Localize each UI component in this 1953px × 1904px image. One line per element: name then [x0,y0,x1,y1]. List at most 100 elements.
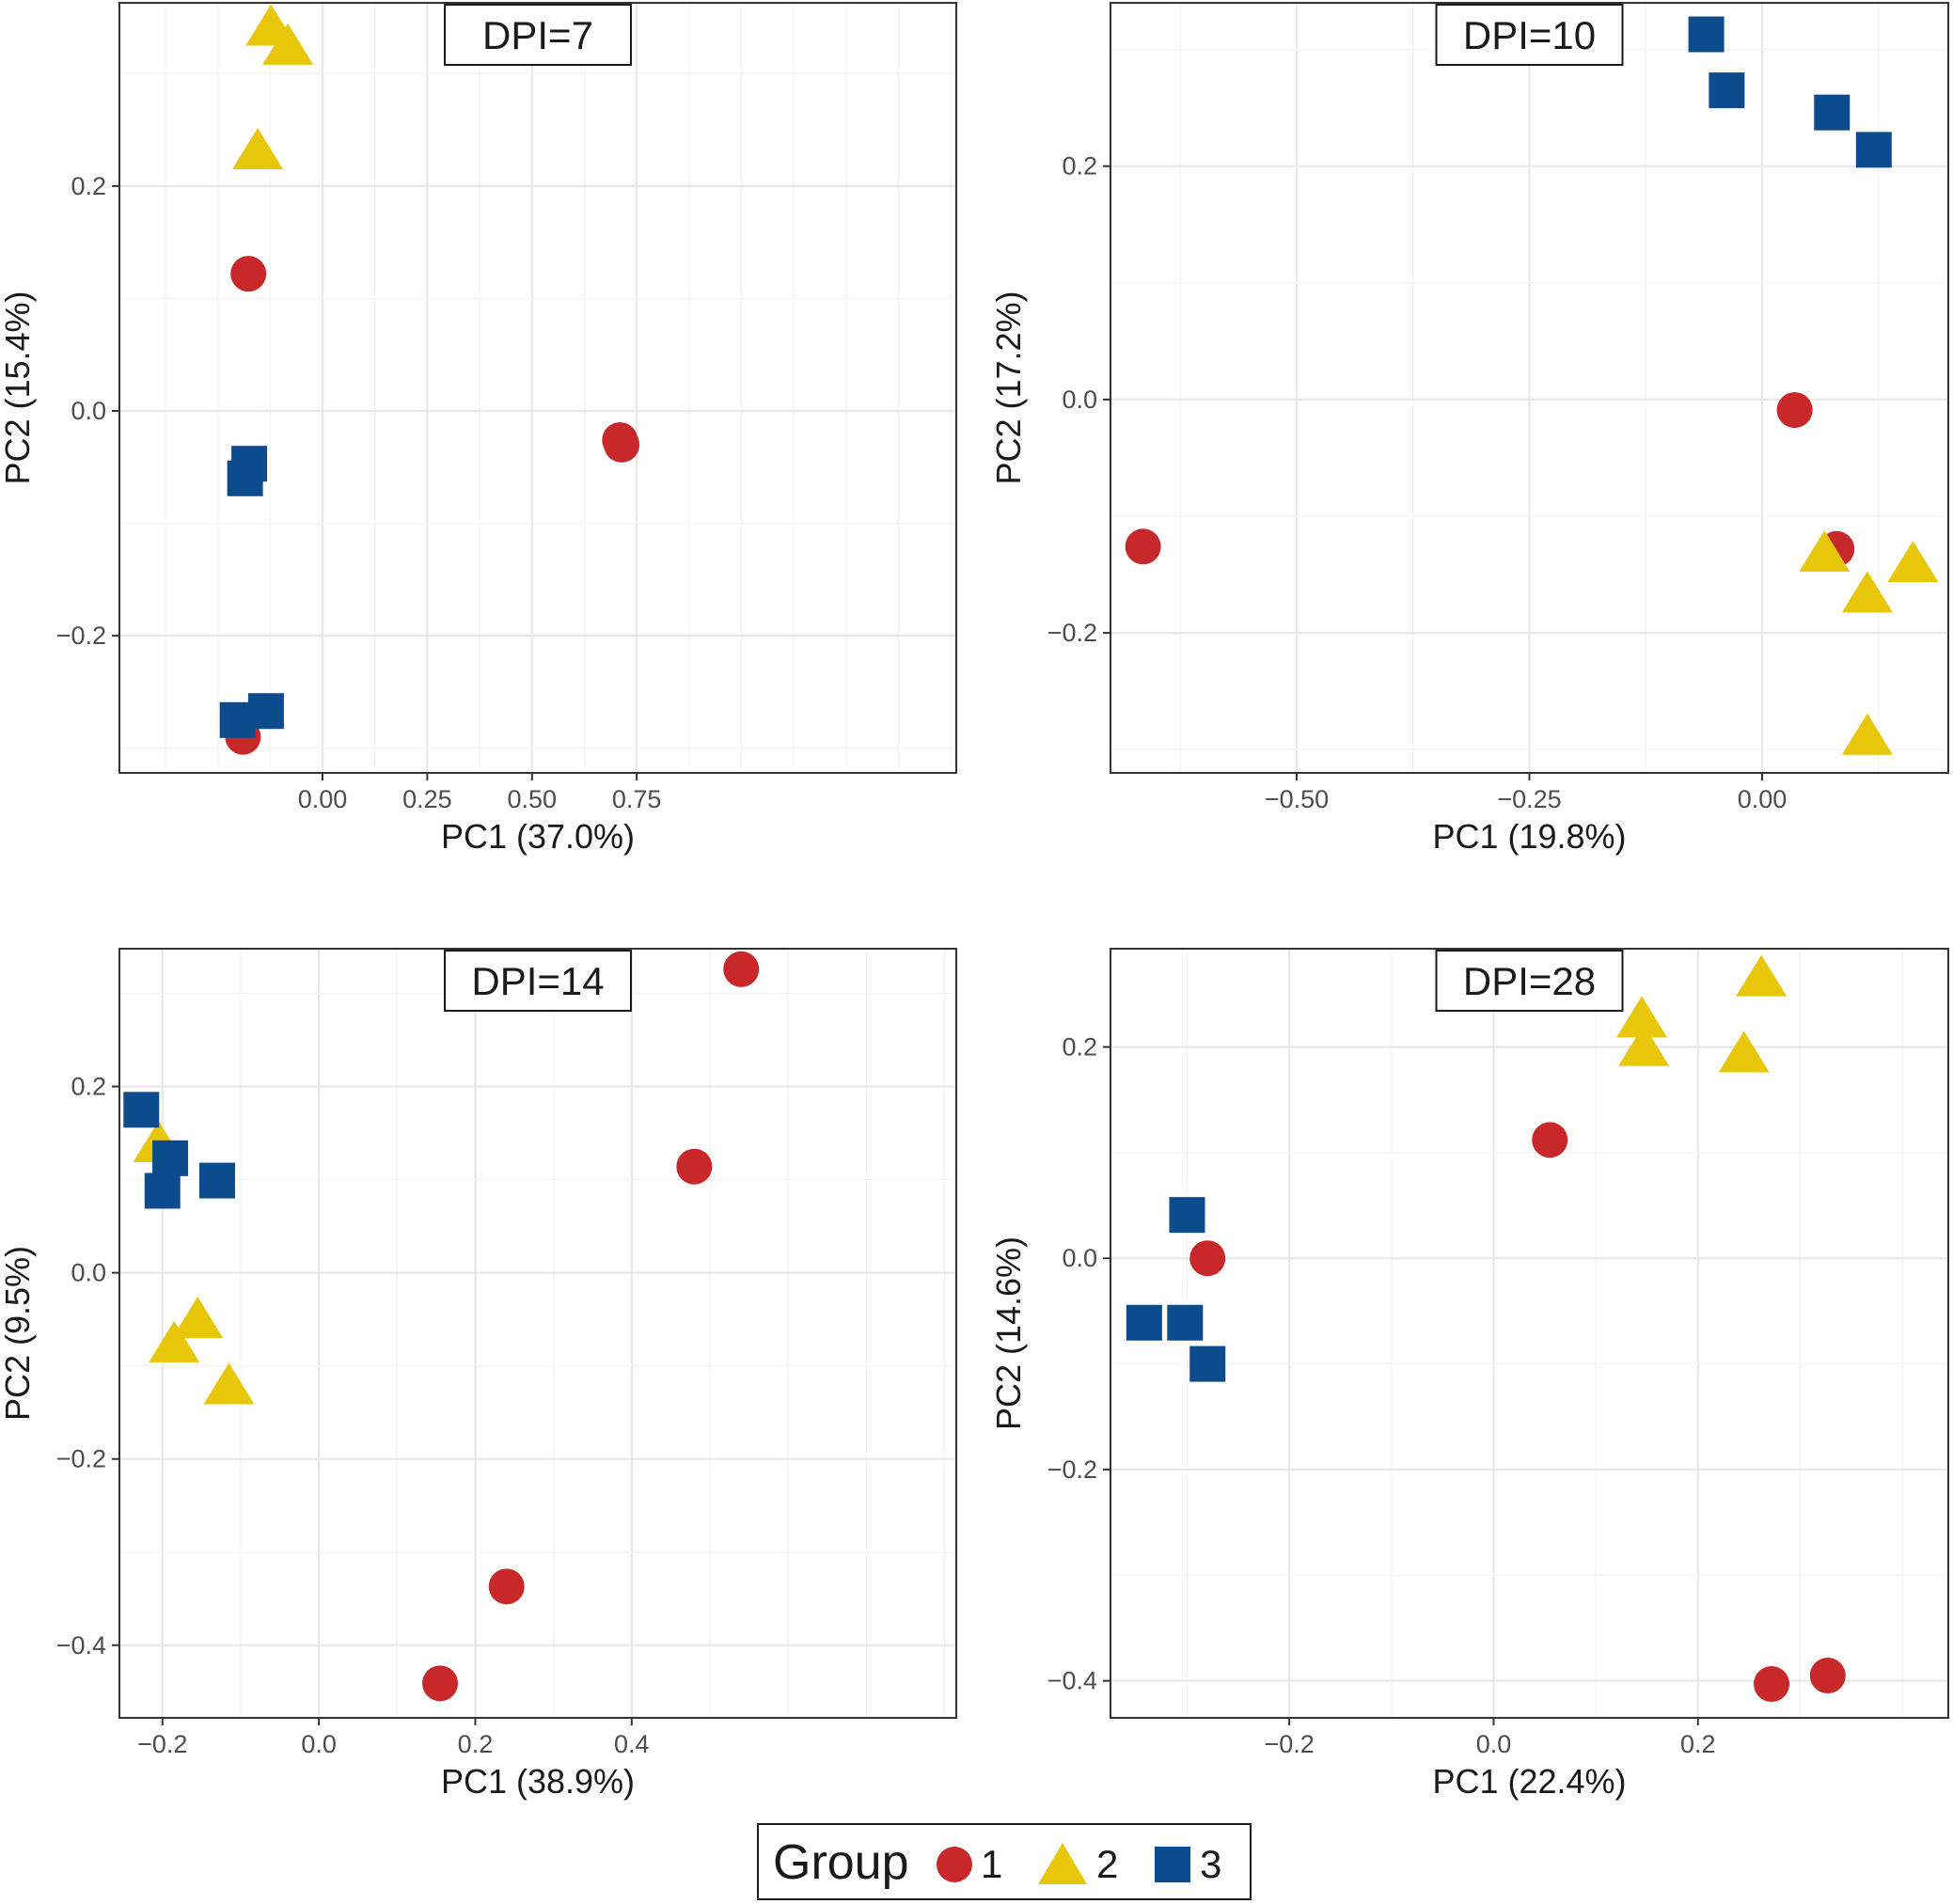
point-group-3-square [1709,72,1745,109]
x-tick-label: 0.50 [507,785,557,813]
point-group-2-triangle [262,23,314,65]
panel-border [118,2,957,774]
x-tick-label: 0.25 [402,785,452,813]
point-group-1-circle [604,426,640,463]
x-tick-label: 0.2 [1680,1730,1716,1758]
point-group-3-square [1688,16,1725,53]
x-axis-title: PC1 (19.8%) [1432,817,1626,856]
panel-points [123,951,760,1702]
legend-title: Group [773,1835,909,1890]
x-tick-label: −0.25 [1497,785,1561,813]
y-tick-label: −0.2 [1047,619,1097,647]
point-group-3-square [1855,132,1892,168]
point-group-3-square [1169,1197,1205,1234]
point-group-1-circle [1189,1240,1226,1277]
panel-background [119,949,956,1718]
y-tick-label: −0.4 [1047,1667,1097,1695]
point-group-1-circle [488,1568,525,1605]
x-tick-label: 0.75 [612,785,662,813]
point-group-3-square [123,1092,160,1128]
panel-background [1110,949,1948,1718]
x-tick-label: −0.50 [1265,785,1329,813]
x-tick-label: 0.00 [298,785,348,813]
x-tick-label: 0.0 [1476,1730,1512,1758]
point-group-2-triangle [172,1297,224,1339]
panel-border [1110,948,1949,1719]
x-axis-title: PC1 (22.4%) [1432,1762,1626,1801]
point-group-1-circle [1754,1666,1790,1703]
point-group-1-circle [230,256,267,292]
point-group-2-triangle [1736,954,1788,997]
y-axis-title: PC2 (14.6%) [989,1236,1028,1430]
point-group-3-square [152,1140,189,1176]
y-tick-label: 0.2 [71,172,106,200]
point-group-3-square [1189,1345,1226,1382]
legend-label-3: 3 [1200,1842,1221,1886]
panel-grid [1110,3,1948,773]
y-tick-label: 0.0 [1062,1244,1097,1272]
point-group-2-triangle [1718,1031,1770,1073]
panel-title: DPI=7 [482,13,593,57]
point-group-2-triangle [149,1320,200,1362]
point-group-3-square [198,1162,235,1199]
point-group-1-circle [1532,1122,1568,1158]
legend-key-3-square [1155,1847,1190,1882]
panel-background [119,3,956,773]
panel-title-box [1435,950,1624,1012]
point-group-3-square [1167,1304,1204,1341]
point-group-1-circle [422,1665,459,1702]
x-tick-label: −0.2 [137,1730,187,1758]
y-tick-label: 0.2 [1062,1032,1097,1061]
panel-title: DPI=14 [471,959,604,1003]
legend-key-2-triangle [1038,1843,1087,1884]
facet-panels: DPI=7 0.00 0.25 0.50 0.75 −0.2 0.0 0.2 PC1 (37.0… [0,2,1949,1801]
point-group-1-circle [1776,392,1813,429]
y-tick-label: 0.0 [1062,386,1097,414]
y-tick-label: 0.2 [1062,152,1097,181]
panel-2: DPI=10 −0.50 −0.25 0.00 −0.2 0.0 0.2 PC1 (19.8%… [989,2,1949,856]
y-tick-label: −0.4 [56,1631,106,1660]
panel-title: DPI=10 [1463,13,1596,57]
y-tick-label: −0.2 [1047,1456,1097,1484]
point-group-2-triangle [203,1362,255,1405]
panel-border [118,948,957,1719]
point-group-3-square [227,460,263,496]
point-group-3-square [144,1172,181,1209]
point-group-3-square [1126,1304,1162,1341]
point-group-2-triangle [1618,1024,1670,1066]
panel-grid [119,949,956,1718]
point-group-2-triangle [1841,713,1893,755]
point-group-3-square [247,693,284,730]
point-group-2-triangle [1887,541,1939,583]
panel-1: DPI=7 0.00 0.25 0.50 0.75 −0.2 0.0 0.2 PC1 (37.0… [0,2,957,856]
point-group-1-circle [676,1148,713,1185]
panel-points [219,4,640,755]
y-axis-title: PC2 (9.5%) [0,1246,37,1421]
y-axis-title: PC2 (15.4%) [0,291,37,484]
point-group-2-triangle [1841,571,1893,613]
panel-points [1126,954,1846,1703]
panel-points [1125,16,1939,755]
panel-title-box [1435,4,1624,66]
panel-3: DPI=14 −0.2 0.0 0.2 0.4 −0.4 −0.2 0.0 0.2 PC1 (38… [0,948,957,1801]
y-tick-label: 0.0 [71,397,106,425]
x-tick-label: −0.2 [1264,1730,1314,1758]
x-tick-label: 0.00 [1738,785,1788,813]
x-tick-label: 0.0 [301,1730,337,1758]
panel-grid [1110,949,1948,1718]
point-group-1-circle [723,951,760,987]
x-axis-title: PC1 (38.9%) [441,1762,635,1801]
legend-label-2: 2 [1096,1842,1118,1886]
point-group-1-circle [1809,1658,1846,1694]
panel-4: DPI=28 −0.2 0.0 0.2 −0.4 −0.2 0.0 0.2 PC1 (22.4%… [989,948,1949,1801]
panel-title-box [444,4,632,66]
y-tick-label: 0.2 [71,1073,106,1101]
y-tick-label: 0.0 [71,1259,106,1287]
point-group-3-square [1814,94,1851,131]
legend-key-1-circle [937,1847,972,1882]
legend: Group 1 2 3 [757,1823,1252,1900]
x-tick-label: 0.2 [458,1730,494,1758]
point-group-2-triangle [1616,996,1668,1038]
legend-label-1: 1 [981,1842,1002,1886]
